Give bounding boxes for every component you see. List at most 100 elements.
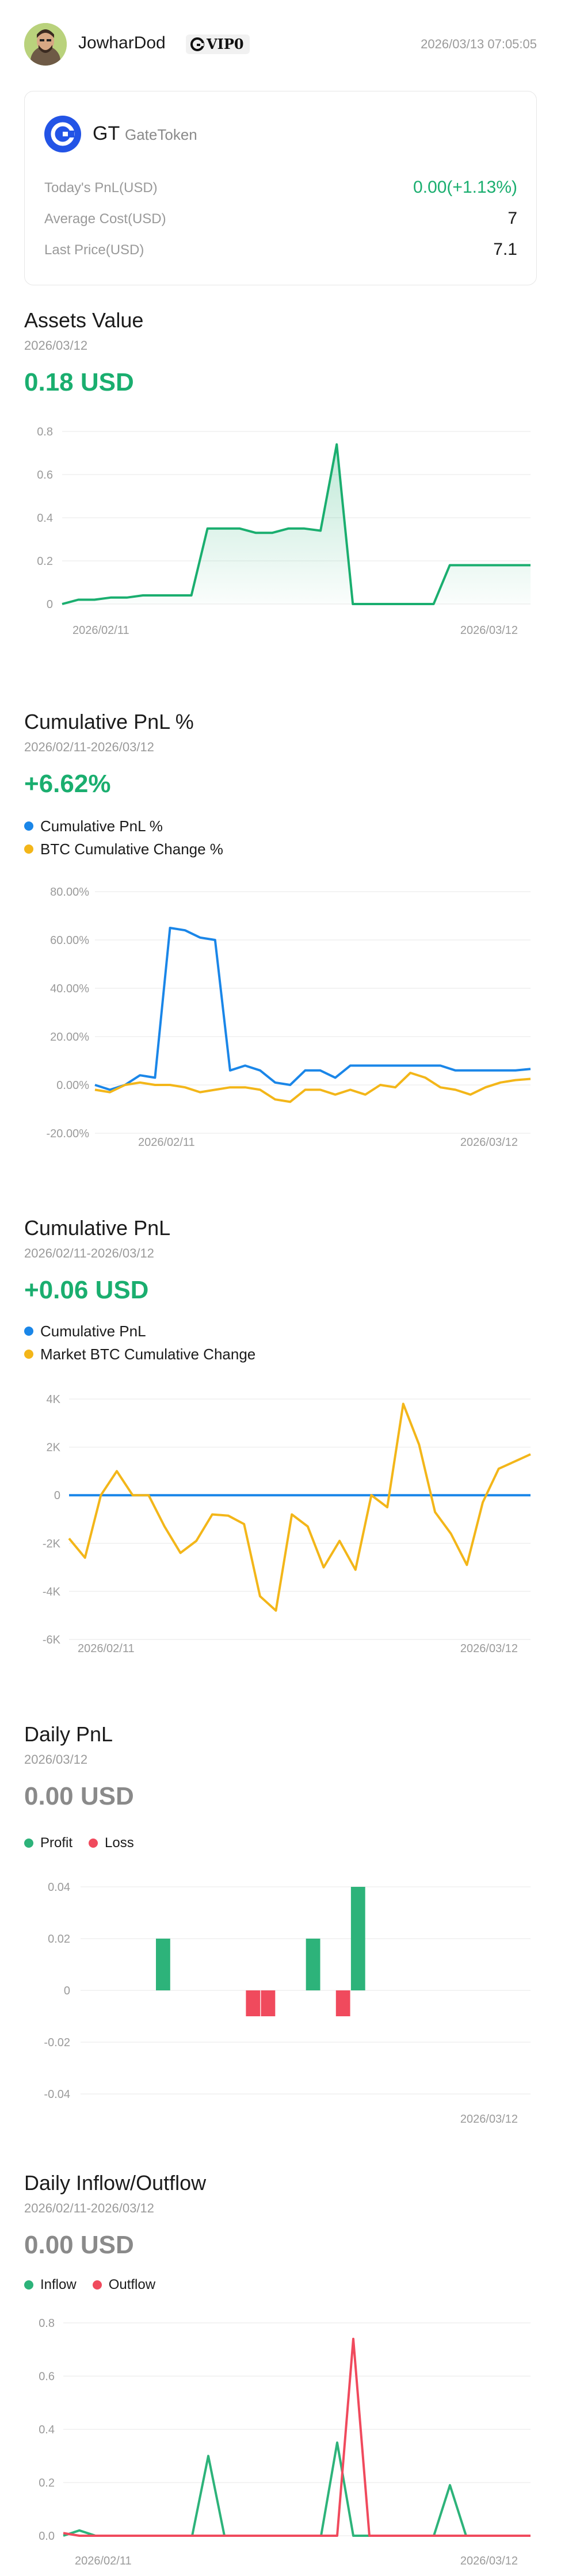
daily-pnl-ytick-label: 0	[64, 1985, 70, 1997]
legend-inflow[interactable]: Inflow	[24, 2277, 77, 2293]
daily-pnl-xtick-end-label: 2026/03/12	[460, 2113, 518, 2126]
legend-outflow[interactable]: Outflow	[92, 2277, 155, 2293]
daily-pnl-bar-1-11	[246, 1990, 261, 2016]
assets-ytick-label: 0.6	[37, 469, 53, 481]
header: JowharDod VIP0 2026/03/13 07:05:05	[24, 22, 537, 68]
cum-pnl-title: Cumulative PnL	[24, 1216, 171, 1240]
cum-pnl-pct-amount: +6.62%	[24, 770, 111, 798]
assets-value-chart[interactable]: 0.8 0.6 0.4 0.2 0 2026/02/11 2026/03/12	[0, 414, 561, 656]
cum-pnl-pct-xtick-start-label: 2026/02/11	[138, 1136, 195, 1149]
legend-profit[interactable]: Profit	[24, 1835, 72, 1851]
cum-pnl-pct-series-line-0	[94, 927, 531, 1091]
assets-ytick-label: 0.8	[37, 426, 53, 438]
daily-pnl-ytick-label: 0.04	[48, 1881, 70, 1894]
vip-label: VIP0	[207, 36, 244, 52]
cum-pnl-pct-legend: Cumulative PnL % BTC Cumulative Change %	[24, 815, 223, 861]
daily-pnl-bar-1-12	[261, 1990, 276, 2016]
token-symbol: GT	[93, 123, 120, 144]
legend-btc-change-pct[interactable]: BTC Cumulative Change %	[24, 838, 223, 861]
assets-xtick-start-label: 2026/02/11	[72, 624, 129, 637]
inflow-legend: Inflow Outflow	[24, 2273, 171, 2296]
cum-pnl-pct-title: Cumulative PnL %	[24, 710, 194, 733]
token-card[interactable]: GT GateToken Today's PnL(USD) 0.00(+1.13…	[24, 91, 537, 285]
cum-pnl-pct-chart[interactable]: 80.00% 60.00% 40.00% 20.00% 0.00% -20.00% 2026…	[0, 874, 561, 1168]
cum-pnl-pct-ytick-label: 80.00%	[50, 886, 89, 899]
cum-pnl-pct-series-line-1	[94, 1072, 531, 1103]
inflow-outflow-chart[interactable]: 0.8 0.6 0.4 0.2 0.0 2026/02/11 2026/03/12	[0, 2306, 561, 2576]
cum-pnl-xtick-start-label: 2026/02/11	[78, 1642, 135, 1655]
cum-pnl-series-line-1	[68, 1402, 531, 1612]
inflow-ytick-label: 0.6	[39, 2371, 55, 2383]
inflow-xtick-end-label: 2026/03/12	[460, 2555, 518, 2567]
last-price-value: 7.1	[493, 240, 517, 259]
cum-pnl-pct-ytick-label: 0.00%	[56, 1079, 89, 1092]
cum-pnl-legend: Cumulative PnL Market BTC Cumulative Cha…	[24, 1320, 255, 1366]
assets-value-amount: 0.18 USD	[24, 368, 134, 396]
avatar[interactable]	[24, 23, 67, 66]
daily-pnl-bar-0-5	[156, 1939, 170, 1990]
timestamp: 2026/03/13 07:05:05	[421, 37, 537, 51]
inflow-title: Daily Inflow/Outflow	[24, 2171, 207, 2195]
assets-ytick-label: 0.4	[37, 512, 53, 525]
assets-value-date: 2026/03/12	[24, 338, 88, 353]
inflow-xtick-start-label: 2026/02/11	[75, 2555, 132, 2567]
gatetoken-logo-icon	[44, 116, 81, 152]
cum-pnl-chart[interactable]: 4K 2K 0 -2K -4K -6K 2026/02/11 2026/03/12	[0, 1381, 561, 1674]
daily-pnl-bar-0-18	[350, 1887, 365, 1990]
inflow-ytick-label: 0.0	[39, 2530, 55, 2543]
legend-cum-pnl-pct[interactable]: Cumulative PnL %	[24, 815, 223, 838]
legend-cum-pnl[interactable]: Cumulative PnL	[24, 1320, 255, 1343]
cum-pnl-pct-date: 2026/02/11-2026/03/12	[24, 740, 154, 754]
legend-market-btc-change[interactable]: Market BTC Cumulative Change	[24, 1343, 255, 1366]
todays-pnl-value: 0.00(+1.13%)	[413, 178, 517, 197]
average-cost-value: 7	[507, 209, 517, 228]
last-price-label: Last Price(USD)	[44, 242, 144, 258]
inflow-ytick-label: 0.8	[39, 2317, 55, 2330]
last-price-row: Last Price(USD) 7.1	[44, 240, 517, 261]
cum-pnl-pct-ytick-label: 20.00%	[50, 1031, 89, 1044]
assets-series-line	[62, 443, 531, 605]
average-cost-row: Average Cost(USD) 7	[44, 209, 517, 230]
daily-pnl-ytick-label: 0.02	[48, 1933, 70, 1946]
cum-pnl-pct-ytick-label: -20.00%	[47, 1128, 90, 1140]
inflow-series-line-0	[63, 2441, 531, 2537]
cum-pnl-xtick-end-label: 2026/03/12	[460, 1642, 518, 1655]
daily-pnl-bar-0-15	[306, 1939, 320, 1990]
todays-pnl-row: Today's PnL(USD) 0.00(+1.13%)	[44, 178, 517, 198]
inflow-ytick-label: 0.4	[39, 2424, 55, 2436]
daily-pnl-ytick-label: -0.04	[44, 2088, 70, 2101]
cum-pnl-ytick-label: -2K	[43, 1538, 61, 1550]
assets-value-title: Assets Value	[24, 308, 144, 332]
vip-badge[interactable]: VIP0	[186, 35, 250, 54]
cum-pnl-amount: +0.06 USD	[24, 1276, 149, 1304]
cum-pnl-ytick-label: 0	[54, 1489, 60, 1502]
assets-ytick-label: 0	[47, 598, 53, 611]
cum-pnl-ytick-label: 2K	[47, 1442, 61, 1454]
daily-pnl-chart[interactable]: 0.04 0.02 0 -0.02 -0.04 2026/03/12	[0, 1870, 561, 2134]
inflow-date: 2026/02/11-2026/03/12	[24, 2201, 154, 2215]
daily-pnl-amount: 0.00 USD	[24, 1782, 134, 1810]
cum-pnl-pct-ytick-label: 60.00%	[50, 934, 89, 947]
vip-logo-icon	[190, 37, 204, 51]
legend-loss[interactable]: Loss	[89, 1835, 134, 1851]
assets-area-fill	[62, 444, 531, 604]
cum-pnl-ytick-label: -6K	[43, 1634, 61, 1646]
todays-pnl-label: Today's PnL(USD)	[44, 180, 158, 196]
cum-pnl-pct-xtick-end-label: 2026/03/12	[460, 1136, 518, 1149]
cum-pnl-date: 2026/02/11-2026/03/12	[24, 1246, 154, 1260]
average-cost-label: Average Cost(USD)	[44, 211, 166, 227]
daily-pnl-title: Daily PnL	[24, 1722, 113, 1746]
assets-ytick-label: 0.2	[37, 555, 53, 568]
assets-xtick-end-label: 2026/03/12	[460, 624, 518, 637]
username: JowharDod	[78, 33, 166, 52]
daily-pnl-bar-1-17	[335, 1990, 350, 2016]
daily-pnl-ytick-label: -0.02	[44, 2036, 70, 2049]
daily-pnl-legend: Profit Loss	[24, 1832, 150, 1855]
cum-pnl-ytick-label: -4K	[43, 1585, 61, 1598]
token-name: GateToken	[125, 126, 197, 143]
inflow-ytick-label: 0.2	[39, 2477, 55, 2490]
cum-pnl-pct-ytick-label: 40.00%	[50, 983, 89, 995]
inflow-series-line-1	[63, 2337, 531, 2537]
inflow-amount: 0.00 USD	[24, 2231, 134, 2259]
cum-pnl-ytick-label: 4K	[47, 1393, 61, 1406]
